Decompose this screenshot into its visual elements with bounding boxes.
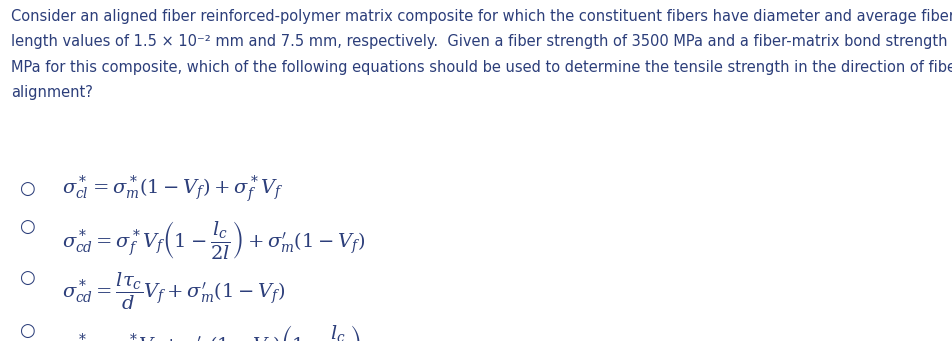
Text: ○: ○ — [19, 218, 34, 236]
Text: alignment?: alignment? — [11, 85, 93, 100]
Text: $\sigma^*_{cd} = \dfrac{l\tau_c}{d}V_f + \sigma^{\prime}_m(1 - V_f)$: $\sigma^*_{cd} = \dfrac{l\tau_c}{d}V_f +… — [62, 271, 285, 312]
Text: MPa for this composite, which of the following equations should be used to deter: MPa for this composite, which of the fol… — [11, 60, 952, 75]
Text: Consider an aligned fiber reinforced-polymer matrix composite for which the cons: Consider an aligned fiber reinforced-pol… — [11, 9, 952, 24]
Text: $\sigma^*_{cl} = \sigma^*_m(1 - V_f) + \sigma^*_f V_f$: $\sigma^*_{cl} = \sigma^*_m(1 - V_f) + \… — [62, 174, 284, 205]
Text: length values of 1.5 × 10⁻² mm and 7.5 mm, respectively.  Given a fiber strength: length values of 1.5 × 10⁻² mm and 7.5 m… — [11, 34, 952, 49]
Text: $\sigma^*_{cd} = \sigma^*_f V_f\left(1 - \dfrac{l_c}{2l}\right) + \sigma^{\prime: $\sigma^*_{cd} = \sigma^*_f V_f\left(1 -… — [62, 219, 366, 262]
Text: ○: ○ — [19, 269, 34, 287]
Text: ○: ○ — [19, 322, 34, 340]
Text: ○: ○ — [19, 180, 34, 198]
Text: $\sigma^*_{cl} = \sigma^*_f V_f + \sigma^{\prime}_m(1 - V_f)\left(1 - \dfrac{l_c: $\sigma^*_{cl} = \sigma^*_f V_f + \sigma… — [62, 323, 361, 341]
